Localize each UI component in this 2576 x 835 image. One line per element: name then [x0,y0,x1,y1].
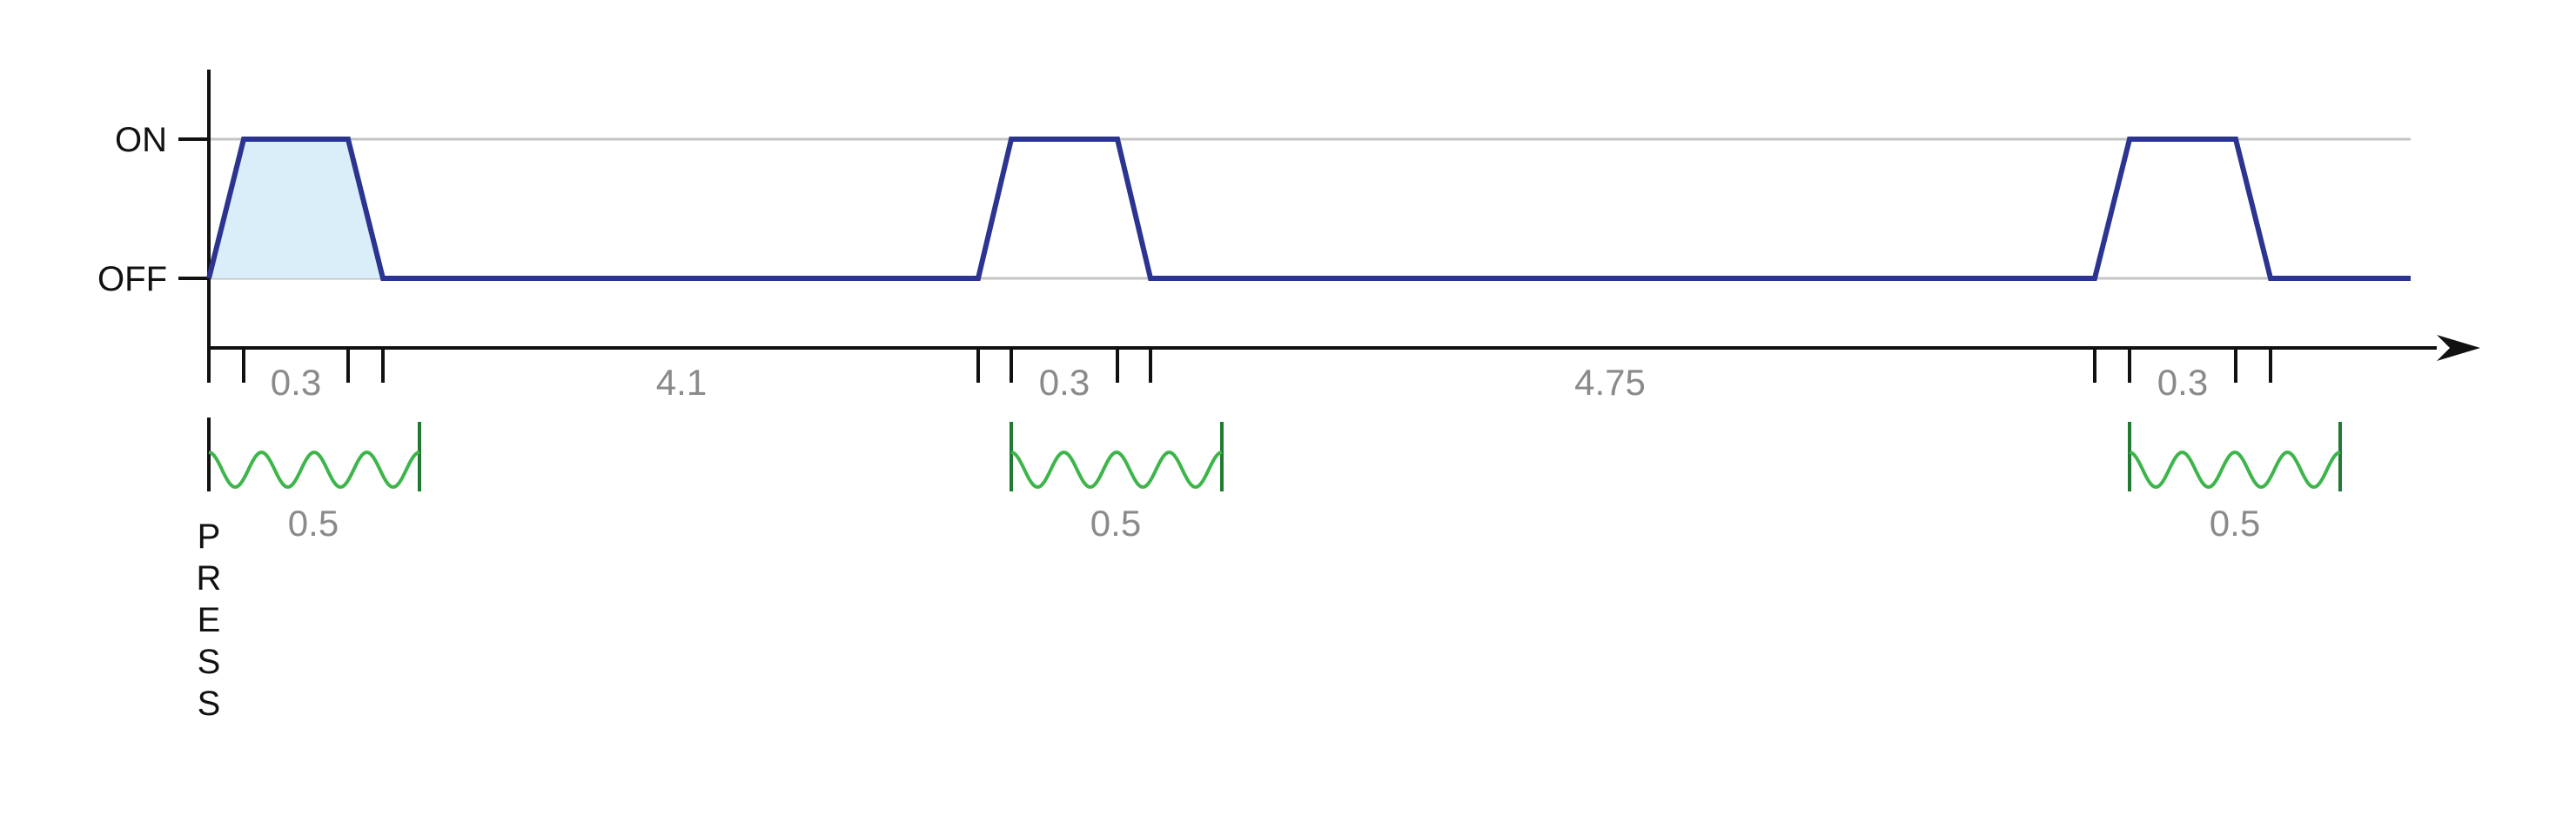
press-letter: P [198,518,221,556]
vibration2-duration-label: 0.5 [1090,503,1141,544]
vibration-wave [1010,450,1223,490]
press-letter: S [198,643,221,681]
vibration-indicator [1010,422,1224,491]
press-letter: E [198,601,221,639]
press-letter: R [197,559,222,598]
gap1-duration-label: 4.1 [656,362,707,403]
vibration1-duration-label: 0.5 [288,503,339,544]
press-label: P R E S S [197,518,222,723]
press-letter: S [198,685,221,723]
vibration3-duration-label: 0.5 [2210,503,2260,544]
gap2-duration-label: 4.75 [1574,362,1646,403]
vibration-indicator [208,422,421,491]
signal-trace [206,137,2411,281]
vibration-indicator [2128,422,2342,491]
pulse3-duration-label: 0.3 [2157,362,2208,403]
first-pulse-fill [209,139,383,278]
on-label: ON [115,121,167,159]
pulse2-duration-label: 0.3 [1039,362,1090,403]
off-label: OFF [97,260,167,298]
pulse1-duration-label: 0.3 [271,362,321,403]
vibration-wave [2129,450,2341,490]
time-axis-arrow [2437,335,2480,361]
time-ticks [207,348,2272,383]
vibration-wave [208,450,420,490]
